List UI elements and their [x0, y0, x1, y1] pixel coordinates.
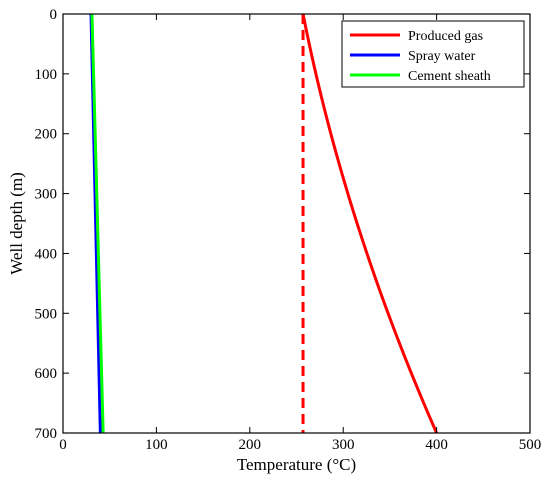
legend-label-spray-water: Spray water: [408, 49, 476, 64]
y-tick-label: 200: [35, 127, 58, 143]
x-tick-label: 200: [239, 437, 262, 453]
x-axis: 0 100 200 300 400 500: [59, 14, 541, 453]
y-tick-label: 100: [35, 67, 58, 83]
x-tick-label: 100: [145, 437, 168, 453]
x-axis-title: Temperature (°C): [237, 455, 356, 474]
legend-label-produced-gas: Produced gas: [408, 29, 483, 44]
x-tick-label: 0: [59, 437, 67, 453]
legend: Produced gas Spray water Cement sheath: [341, 20, 525, 88]
series-line-produced-gas: [301, 13, 438, 434]
x-tick-label: 400: [425, 437, 448, 453]
y-tick-label: 600: [35, 366, 58, 382]
y-tick-label: 700: [35, 426, 58, 442]
series-line-cement-sheath: [90, 13, 105, 434]
plot-frame: [62, 13, 531, 434]
x-tick-label: 500: [519, 437, 542, 453]
y-tick-label: 500: [35, 306, 58, 322]
y-axis: 0 100 200 300 400 500 600 700: [35, 7, 530, 442]
y-axis-title: Well depth (m): [7, 172, 26, 275]
y-tick-label: 0: [50, 7, 58, 23]
legend-label-cement-sheath: Cement sheath: [408, 69, 491, 84]
y-tick-label: 400: [35, 246, 58, 262]
y-tick-label: 300: [35, 187, 58, 203]
series-layer: [89, 13, 438, 434]
x-tick-label: 300: [332, 437, 355, 453]
